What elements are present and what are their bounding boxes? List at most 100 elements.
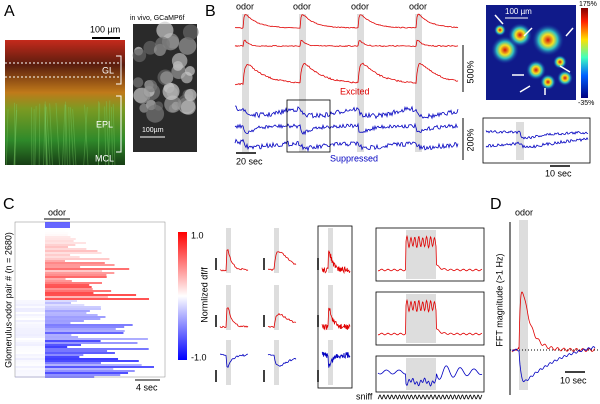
colorbar-label: -35% — [578, 100, 594, 107]
cell — [134, 87, 151, 104]
heatmap-row — [15, 320, 45, 322]
dendrite — [44, 105, 47, 166]
trace — [377, 234, 483, 272]
heatmap-row — [45, 274, 107, 276]
heatmap-row — [45, 344, 82, 346]
dendrite — [62, 104, 66, 166]
odor-label: odor — [236, 1, 254, 11]
heatmap-row — [15, 364, 45, 366]
heatmap-row — [45, 372, 129, 374]
trace — [267, 251, 297, 272]
heatmap-row — [45, 376, 95, 378]
dendrite — [44, 107, 48, 166]
panel-label: B — [205, 3, 216, 20]
cell — [132, 77, 144, 88]
odor-bar — [415, 14, 422, 152]
heatmap-row — [45, 294, 137, 296]
heatmap-row — [45, 336, 79, 338]
heatmap-row — [45, 368, 114, 370]
dendrite — [68, 106, 71, 166]
dendrite — [38, 103, 41, 166]
heatmap-row — [15, 314, 45, 316]
heatmap-row — [45, 354, 84, 356]
inset-box — [482, 117, 591, 164]
heatmap-row — [15, 348, 45, 350]
heatmap-row — [15, 344, 45, 346]
heatmap-row — [15, 354, 45, 356]
heatmap-row — [15, 304, 45, 306]
heatmap-row — [15, 300, 45, 302]
heatmap-row — [45, 338, 148, 340]
scale-label: 500% — [465, 60, 475, 83]
odor-label: odor — [293, 1, 311, 11]
heatmap-row — [15, 330, 45, 332]
odor-bar — [328, 285, 333, 330]
heatmap-row — [15, 306, 45, 308]
scale-label: 200% — [465, 128, 475, 151]
heatmap-row — [15, 328, 45, 330]
map-blob — [540, 74, 556, 90]
heatmap-row — [45, 244, 76, 246]
heatmap-row — [45, 280, 72, 282]
heatmap-row — [45, 346, 68, 348]
trace — [485, 130, 589, 140]
odor-bar — [274, 228, 279, 273]
odor-bar — [516, 122, 524, 160]
dendrite — [112, 103, 116, 166]
dendrite — [84, 104, 89, 166]
dendrite — [72, 109, 77, 166]
scale-label: 100 µm — [505, 7, 532, 16]
odor-bar — [274, 340, 279, 385]
zoom-panel — [375, 227, 485, 282]
heatmap-row — [45, 322, 71, 324]
trace — [267, 312, 297, 329]
heatmap-row — [15, 346, 45, 348]
heatmap-row — [45, 288, 93, 290]
scale-label: 20 sec — [236, 156, 263, 166]
heatmap-row — [45, 316, 106, 318]
odor-bar — [406, 358, 436, 390]
heatmap-row — [15, 322, 45, 324]
heatmap-row — [45, 278, 66, 280]
heatmap-row — [15, 342, 45, 344]
cell — [146, 104, 165, 123]
cell — [162, 83, 180, 101]
odor-bar — [242, 14, 249, 152]
heatmap-row — [15, 340, 45, 342]
cell — [184, 88, 197, 102]
arrow — [519, 85, 531, 93]
cell — [164, 95, 182, 113]
dendrite — [49, 103, 53, 166]
heatmap-row — [15, 316, 45, 318]
odor-label: odor — [409, 1, 427, 11]
map-blob — [532, 24, 564, 56]
heatmap-row — [45, 276, 107, 278]
heatmap-row — [45, 326, 125, 328]
heatmap-row — [45, 366, 154, 368]
dendrite — [13, 104, 18, 166]
heatmap-row — [45, 234, 68, 236]
heatmap-row — [45, 374, 121, 376]
colorbar — [581, 8, 588, 98]
odor-bar — [406, 230, 436, 279]
heatmap-row — [45, 254, 71, 256]
heatmap-row — [45, 328, 116, 330]
colorbar-label: 1.0 — [191, 230, 204, 240]
trace — [234, 138, 459, 153]
heatmap-row — [15, 302, 45, 304]
heatmap-row — [45, 312, 87, 314]
cell — [178, 37, 197, 55]
odor-bar — [328, 340, 333, 385]
heatmap-row — [15, 356, 45, 358]
trace — [377, 298, 483, 336]
odor-label: odor — [515, 207, 533, 217]
colorbar — [178, 232, 187, 360]
heatmap-row — [45, 268, 130, 270]
dendrite — [108, 100, 111, 166]
trace — [234, 39, 459, 48]
heatmap-row — [45, 296, 108, 298]
heatmap-row — [45, 350, 108, 352]
scale-label: 100 µm — [90, 24, 120, 34]
heatmap-row — [45, 342, 138, 344]
